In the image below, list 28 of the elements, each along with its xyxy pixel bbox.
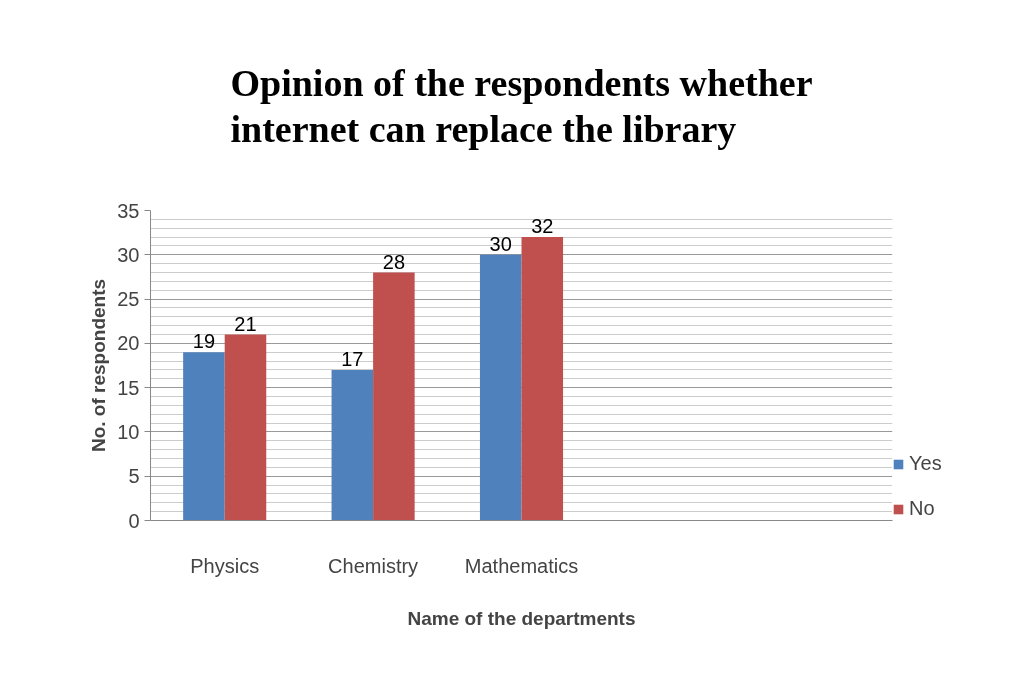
y-tick-label: 25 — [117, 288, 140, 311]
bar — [521, 237, 564, 521]
data-label: 28 — [382, 250, 405, 273]
bar — [479, 254, 522, 521]
data-label: 19 — [192, 330, 216, 353]
bar — [331, 369, 374, 521]
y-tick-label: 20 — [117, 332, 140, 355]
y-tick-label: 5 — [128, 465, 140, 488]
y-axis-title: No. of respondents — [88, 278, 110, 453]
bar — [224, 334, 267, 521]
data-label: 17 — [341, 347, 364, 370]
data-label: 21 — [234, 312, 257, 335]
y-tick-label: 30 — [117, 243, 140, 266]
x-axis-title: Name of the departments — [407, 607, 636, 629]
data-label: 30 — [489, 232, 512, 255]
data-label: 32 — [531, 215, 554, 238]
bar — [183, 352, 225, 521]
x-tick-label: Physics — [190, 554, 260, 577]
y-tick-label: 10 — [117, 420, 140, 443]
y-tick-label: 0 — [128, 509, 140, 532]
y-tick-label: 15 — [117, 376, 140, 399]
legend-label: No — [909, 497, 936, 520]
legend-label: Yes — [909, 452, 943, 475]
y-tick-label: 35 — [117, 199, 140, 222]
x-tick-label: Chemistry — [328, 554, 419, 577]
x-tick-label: Mathematics — [464, 554, 579, 577]
chart-title: Opinion of the respondents whether internet can replace the library — [230, 62, 813, 151]
bar — [373, 272, 415, 521]
